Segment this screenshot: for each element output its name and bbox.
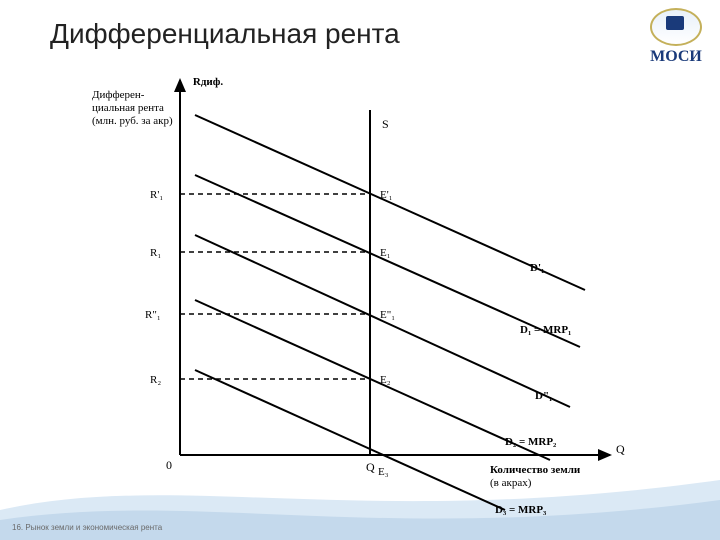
- intersection-label: E'₁: [380, 189, 393, 201]
- demand-line: [195, 300, 550, 460]
- demand-line: [195, 115, 585, 290]
- footer-text: 16. Рынок земли и экономическая рента: [12, 523, 162, 532]
- y-axis-label: Дифферен-: [92, 89, 145, 101]
- slide-title: Дифференциальная рента: [50, 18, 400, 50]
- r-label: R₁: [150, 247, 161, 259]
- intersection-label: E"₁: [380, 309, 395, 321]
- intersection-label: E₂: [380, 374, 391, 386]
- r-label: R'₁: [150, 189, 163, 201]
- y-axis-label: (млн. руб. за акр): [92, 115, 173, 127]
- diagram: S D'₁ D₁ = MRP₁ D"₁ D₂ = MRP₂ D₃ = MRP₃ E'₁ R'₁…: [90, 75, 650, 515]
- supply-label: S: [382, 117, 389, 131]
- demand-label: D₁ = MRP₁: [520, 324, 571, 336]
- demand-line: [195, 370, 505, 510]
- q-end-label: Q: [616, 442, 625, 456]
- e3-label: E₃: [378, 466, 389, 478]
- r-label: R"₁: [145, 309, 161, 321]
- demand-label: D₂ = MRP₂: [505, 436, 557, 448]
- demand-label: D'₁: [530, 262, 544, 274]
- demand-label: D₃ = MRP₃: [495, 504, 547, 515]
- logo-text: МОСИ: [650, 48, 702, 66]
- r-label: R₂: [150, 374, 161, 386]
- x-axis-label: (в акрах): [490, 477, 532, 489]
- demand-label: D"₁: [535, 390, 552, 402]
- x-axis-label: Количество земли: [490, 464, 581, 476]
- y-axis-label: циальная рента: [92, 102, 164, 114]
- logo-icon: [650, 8, 702, 46]
- q-label: Q: [366, 460, 375, 474]
- y-axis-label: Rдиф.: [193, 76, 223, 88]
- intersection-label: E₁: [380, 247, 391, 259]
- origin-label: 0: [166, 458, 172, 472]
- logo: МОСИ: [650, 8, 702, 66]
